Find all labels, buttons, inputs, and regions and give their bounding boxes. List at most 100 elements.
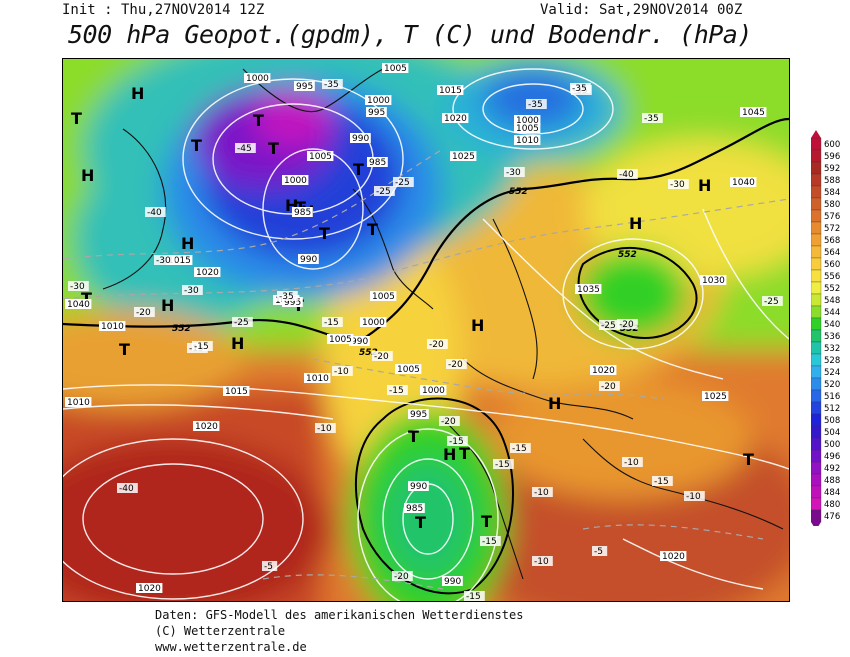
low-center: T — [268, 139, 279, 158]
label-box — [570, 83, 591, 93]
legend-swatch — [811, 221, 822, 235]
label-box — [514, 115, 541, 125]
contour-label: 1015 — [439, 86, 462, 96]
label-box — [392, 571, 413, 581]
contour-label: 552 — [509, 187, 528, 197]
contour-label: -25 — [764, 297, 779, 307]
label-box — [223, 386, 250, 396]
contour-label: -20 — [374, 352, 389, 362]
contour-label: 985 — [369, 158, 386, 168]
label-box — [526, 99, 547, 109]
label-box — [387, 385, 408, 395]
label-box — [599, 320, 620, 330]
legend-swatch — [811, 377, 822, 391]
label-box — [192, 341, 213, 351]
label-box — [374, 186, 395, 196]
isobars — [63, 68, 789, 601]
legend-value: 520 — [824, 380, 840, 390]
label-box — [145, 207, 166, 217]
legend-swatch — [811, 497, 822, 511]
contour-label: 1010 — [101, 322, 124, 332]
contour-label: 990 — [300, 255, 317, 265]
high-center: H — [231, 334, 244, 353]
contour-label: 1010 — [67, 398, 90, 408]
legend-value: 592 — [824, 164, 840, 174]
legend-swatch — [811, 509, 822, 523]
contour-label: 1000 — [422, 386, 445, 396]
contour-label: -15 — [324, 318, 339, 328]
contour-label: -20 — [441, 417, 456, 427]
contour-label: -15 — [654, 477, 669, 487]
high-center: H — [81, 166, 94, 185]
contour-label: 1000 — [516, 116, 539, 126]
contour-label: -30 — [70, 282, 85, 292]
high-center: H — [548, 394, 561, 413]
credit-data-source: Daten: GFS-Modell des amerikanischen Wet… — [155, 608, 524, 622]
legend-value: 536 — [824, 332, 840, 342]
label-box — [446, 359, 467, 369]
contour-label: 1020 — [444, 114, 467, 124]
legend-swatch — [811, 161, 822, 175]
contour-label: -45 — [237, 144, 252, 154]
label-box — [292, 207, 313, 217]
label-box — [117, 483, 138, 493]
contour-label: 1015 — [168, 256, 191, 266]
contour-label: -35 — [572, 84, 587, 94]
contour-label: -25 — [234, 318, 249, 328]
label-box — [652, 476, 673, 486]
label-box — [504, 167, 525, 177]
label-box — [304, 373, 331, 383]
contour-label: -20 — [619, 320, 634, 330]
label-box — [532, 556, 553, 566]
label-box — [668, 179, 689, 189]
label-box — [182, 285, 203, 295]
legend-swatch — [811, 401, 822, 415]
contour-label: -20 — [601, 382, 616, 392]
label-box — [617, 319, 638, 329]
contour-label: 1040 — [732, 178, 755, 188]
low-center: T — [71, 109, 82, 128]
contour-label: 995 — [284, 298, 301, 308]
credit-website[interactable]: www.wetterzentrale.de — [155, 640, 307, 654]
contour-label: -20 — [429, 340, 444, 350]
label-box — [622, 457, 643, 467]
contour-label: 1010 — [516, 136, 539, 146]
pressure-systems: HHHHHHHHHHHHTTTTTTTTTTTTTTTT — [71, 84, 754, 532]
contour-label: 1030 — [702, 276, 725, 286]
legend-value: 544 — [824, 308, 840, 318]
label-box — [298, 254, 319, 264]
contour-label: -10 — [686, 492, 701, 502]
contour-label: -30 — [184, 286, 199, 296]
contour-label: 1000 — [284, 176, 307, 186]
legend-swatch — [811, 473, 822, 487]
legend-swatch — [811, 305, 822, 319]
contour-label: -35 — [528, 100, 543, 110]
contour-label: 1025 — [452, 152, 475, 162]
label-box — [514, 123, 541, 133]
contour-label: 985 — [406, 504, 423, 514]
contour-label: 1020 — [196, 268, 219, 278]
label-box — [592, 546, 608, 556]
contour-label: 552 — [618, 250, 637, 260]
low-center: T — [459, 444, 470, 463]
legend-value: 496 — [824, 452, 840, 462]
contour-label: -30 — [670, 180, 685, 190]
label-box — [307, 151, 334, 161]
high-center: H — [443, 445, 456, 464]
contour-label: -10 — [534, 557, 549, 567]
label-box — [514, 135, 541, 145]
label-box — [99, 321, 126, 331]
contour-label: 990 — [351, 337, 368, 347]
contour-label: -15 — [194, 342, 209, 352]
label-box — [464, 591, 485, 601]
weather-map[interactable]: HHHHHHHHHHHHTTTTTTTTTTTTTTTT 10009951005… — [62, 58, 790, 602]
label-box — [442, 113, 469, 123]
legend-value: 596 — [824, 152, 840, 162]
legend-value: 576 — [824, 212, 840, 222]
label-box — [244, 73, 271, 83]
legend-value: 516 — [824, 392, 840, 402]
legend-value: 492 — [824, 464, 840, 474]
contour-label: 1005 — [516, 124, 539, 134]
label-box — [395, 364, 422, 374]
